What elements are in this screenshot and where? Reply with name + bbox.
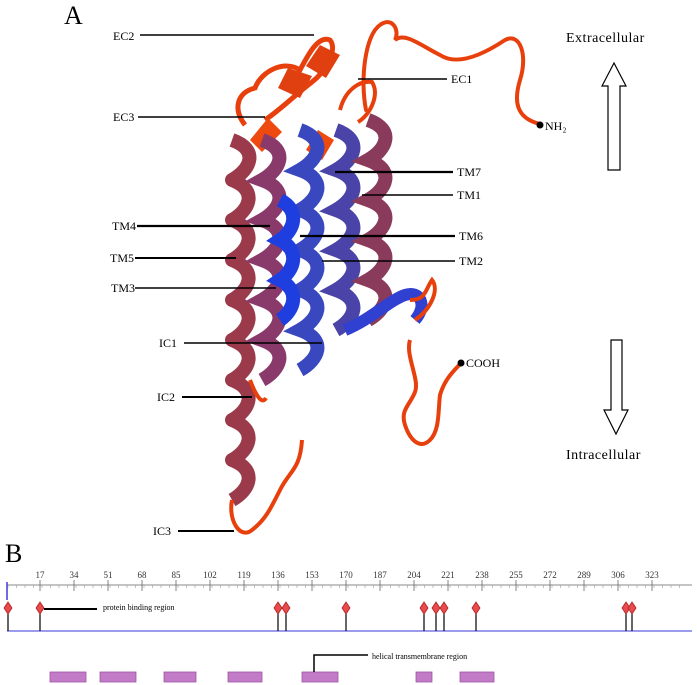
protein-structure xyxy=(225,20,542,535)
label-tm6: TM6 xyxy=(459,229,483,243)
label-tm1: TM1 xyxy=(457,188,481,202)
binding-site-diamond xyxy=(341,601,351,615)
label-ic1: IC1 xyxy=(159,336,177,350)
binding-region-label: protein binding region xyxy=(103,603,175,612)
ruler-tick-label: 51 xyxy=(104,570,113,580)
ruler-tick-label: 153 xyxy=(305,570,319,580)
panel-b-label: B xyxy=(5,539,22,568)
label-ec3: EC3 xyxy=(113,110,134,124)
nh2-dot xyxy=(536,121,544,129)
binding-site-diamond xyxy=(281,601,291,615)
feature-track-panel: 17 34 51 68 85 102 119 136 153 170 187 204 221 238 255… xyxy=(3,570,692,683)
binding-site-diamond xyxy=(627,601,637,615)
helix-tm2 xyxy=(319,123,361,337)
ruler-tick-label: 187 xyxy=(373,570,387,580)
helical-segment xyxy=(163,671,197,683)
ruler-tick-label: 119 xyxy=(237,570,251,580)
label-ec1: EC1 xyxy=(451,72,472,86)
ic2-loop xyxy=(248,379,268,403)
helical-segment xyxy=(301,671,339,683)
panel-a-label: A xyxy=(64,1,83,30)
label-ec2: EC2 xyxy=(113,29,134,43)
ec2-strand-b xyxy=(278,68,312,98)
helical-segment xyxy=(415,671,433,683)
helical-segment xyxy=(99,671,137,683)
helix-tm3 xyxy=(245,133,287,387)
helix-tm6 xyxy=(283,123,325,377)
ruler-ticks: 17 34 51 68 85 102 119 136 153 170 187 204 221 238 255… xyxy=(7,570,680,591)
label-tm3: TM3 xyxy=(111,281,135,295)
helical-segments xyxy=(49,671,495,683)
ruler-tick-label: 289 xyxy=(577,570,591,580)
ec2-loop xyxy=(235,36,335,127)
label-ic2: IC2 xyxy=(157,390,175,404)
binding-site-diamond xyxy=(431,601,441,615)
c-term-start xyxy=(409,276,437,322)
ruler-tick-label: 102 xyxy=(203,570,217,580)
binding-site-diamond xyxy=(471,601,481,615)
ec1-loop xyxy=(338,79,377,124)
ec2-strand xyxy=(306,45,340,78)
binding-site-diamond xyxy=(35,601,45,615)
extracellular-label: Extracellular xyxy=(566,31,645,46)
helices xyxy=(225,113,428,507)
label-tm4: TM4 xyxy=(112,219,136,233)
ruler-tick-label: 255 xyxy=(509,570,523,580)
ruler-tick-label: 170 xyxy=(339,570,353,580)
ic3-loop xyxy=(229,439,304,535)
cooh-dot xyxy=(457,359,465,367)
c-terminal-loop xyxy=(401,339,463,446)
ruler-tick-label: 85 xyxy=(172,570,182,580)
helical-segment xyxy=(227,671,263,683)
binding-markers xyxy=(3,601,637,631)
binding-site-diamond xyxy=(419,601,429,615)
down-arrow-icon xyxy=(603,339,629,436)
label-tm7: TM7 xyxy=(457,165,481,179)
ruler-tick-label: 323 xyxy=(645,570,659,580)
binding-site-diamond xyxy=(273,601,283,615)
helix-core xyxy=(266,193,301,326)
binding-site-diamond xyxy=(621,601,631,615)
label-ic3: IC3 xyxy=(153,524,171,538)
nh2-label: NH₂ xyxy=(545,119,567,133)
ruler-tick-label: 34 xyxy=(70,570,80,580)
helical-leader xyxy=(313,654,368,672)
ruler-tick-label: 272 xyxy=(543,570,557,580)
helical-region-label: helical transmembrane region xyxy=(372,652,467,661)
up-arrow-icon xyxy=(601,61,627,171)
ruler-tick-label: 221 xyxy=(441,570,455,580)
ruler-tick-label: 136 xyxy=(271,570,285,580)
ruler-tick-label: 306 xyxy=(611,570,625,580)
cooh-label: COOH xyxy=(466,356,500,370)
helix-tm4-tm5 xyxy=(225,133,257,507)
n-terminal-loop xyxy=(361,20,542,126)
binding-site-diamond xyxy=(439,601,449,615)
helix-tm1 xyxy=(351,113,393,327)
helix-8 xyxy=(342,288,428,336)
helical-segment xyxy=(459,671,495,683)
ruler-tick-label: 238 xyxy=(475,570,489,580)
ruler-tick-label: 68 xyxy=(138,570,148,580)
label-tm5: TM5 xyxy=(110,251,134,265)
binding-site-diamond xyxy=(3,601,13,615)
helical-segment xyxy=(49,671,87,683)
intracellular-label: Intracellular xyxy=(566,448,641,463)
label-tm2: TM2 xyxy=(459,254,483,268)
ruler-tick-label: 17 xyxy=(36,570,46,580)
leader-lines xyxy=(135,34,455,532)
ruler-tick-label: 204 xyxy=(407,570,421,580)
